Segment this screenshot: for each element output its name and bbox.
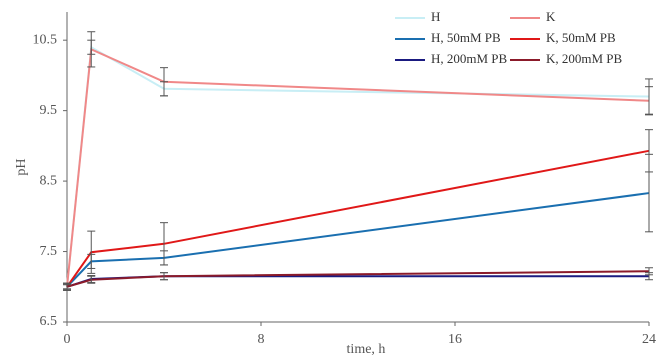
x-tick-label: 24: [642, 332, 656, 347]
error-bar: [645, 267, 653, 276]
error-bar: [87, 275, 96, 284]
series-line: [66, 192, 650, 288]
error-bar: [87, 230, 96, 274]
error-bar: [645, 86, 653, 116]
legend-label: H, 200mM PB: [431, 51, 508, 66]
x-tick-label: 0: [64, 332, 71, 347]
series-line: [66, 149, 650, 288]
error-bar: [63, 284, 71, 290]
y-tick-label: 7.5: [40, 244, 58, 259]
error-bar: [160, 67, 168, 97]
legend-label: H: [431, 9, 440, 24]
y-tick-label: 10.5: [33, 32, 58, 47]
y-axis-label: pH: [14, 158, 29, 175]
error-bar: [160, 222, 168, 266]
y-tick-label: 6.5: [40, 314, 58, 329]
legend-label: K, 50mM PB: [546, 30, 616, 45]
legend-label: H, 50mM PB: [431, 30, 501, 45]
legend-label: K, 200mM PB: [546, 51, 623, 66]
x-tick-label: 8: [258, 332, 265, 347]
y-tick-label: 9.5: [40, 103, 58, 118]
series-line: [66, 275, 649, 288]
x-tick-label: 16: [448, 332, 462, 347]
x-axis-label: time, h: [347, 342, 386, 357]
series-line: [66, 270, 650, 288]
error-bar: [87, 31, 96, 68]
y-tick-label: 8.5: [40, 173, 58, 188]
error-bar: [645, 129, 653, 173]
series-line: [66, 47, 650, 287]
error-bar: [160, 272, 168, 281]
legend-label: K: [546, 9, 556, 24]
